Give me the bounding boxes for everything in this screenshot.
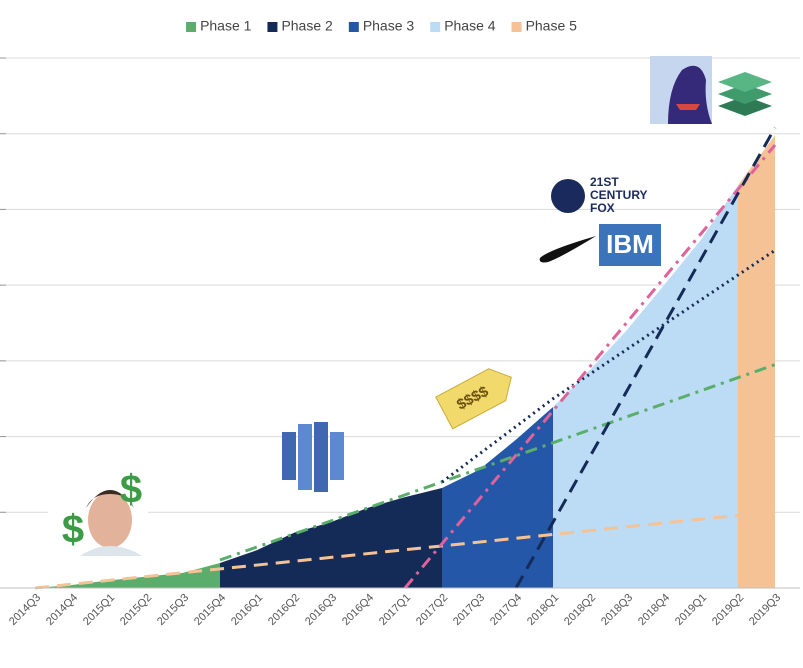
area bbox=[35, 563, 220, 588]
legend-swatch bbox=[267, 22, 278, 32]
legend: Phase 1 Phase 2 Phase 3 Phase 4 Phase 5 bbox=[186, 18, 577, 34]
legend-item: Phase 4 bbox=[430, 18, 496, 34]
legend-swatch bbox=[348, 22, 359, 32]
portrait-scarf bbox=[676, 104, 700, 110]
x-tick-label: 2019Q1 bbox=[673, 592, 709, 628]
price-tag: $$$$ bbox=[435, 368, 512, 430]
dollar-sign: $ bbox=[62, 508, 84, 552]
area bbox=[738, 135, 775, 588]
trend-line bbox=[34, 513, 739, 590]
x-tick-label: 2015Q4 bbox=[192, 592, 228, 628]
legend-item: Phase 1 bbox=[186, 18, 252, 34]
legend-label: Phase 2 bbox=[281, 18, 333, 34]
pictures: $ $ $$$$ 21ST CENTURY FOX IBM bbox=[48, 56, 772, 556]
legend-label: Phase 5 bbox=[526, 18, 578, 34]
person-hair bbox=[86, 490, 134, 508]
trend-line bbox=[441, 249, 776, 484]
area bbox=[442, 407, 553, 588]
fox-logo bbox=[551, 179, 585, 213]
legend-item: Phase 5 bbox=[511, 18, 578, 34]
x-tick-label: 2017Q4 bbox=[488, 592, 524, 628]
x-tick-label: 2015Q2 bbox=[118, 592, 154, 628]
x-tick-label: 2019Q3 bbox=[747, 592, 783, 628]
portrait bbox=[668, 65, 712, 124]
fox-text: FOX bbox=[590, 201, 615, 215]
fox-text: CENTURY bbox=[590, 188, 648, 202]
x-tick-label: 2016Q3 bbox=[303, 592, 339, 628]
x-tick-label: 2015Q3 bbox=[155, 592, 191, 628]
legend-swatch bbox=[511, 22, 522, 32]
x-tick-label: 2016Q1 bbox=[229, 592, 265, 628]
legend-label: Phase 4 bbox=[444, 18, 496, 34]
x-tick-label: 2014Q3 bbox=[7, 592, 43, 628]
x-tick-label: 2018Q2 bbox=[562, 592, 598, 628]
trend-line bbox=[403, 144, 777, 589]
trend-line bbox=[219, 363, 776, 562]
person-face bbox=[88, 492, 132, 548]
legend-swatch bbox=[186, 22, 197, 32]
database-icon bbox=[282, 422, 344, 492]
x-tick-label: 2017Q3 bbox=[451, 592, 487, 628]
swoosh-logo bbox=[539, 236, 596, 263]
fox-text: 21ST bbox=[590, 175, 619, 189]
legend-swatch bbox=[430, 22, 441, 32]
ibm-logo bbox=[599, 224, 661, 266]
legend-item: Phase 3 bbox=[348, 18, 415, 34]
x-tick-label: 2017Q1 bbox=[377, 592, 413, 628]
x-tick-label: 2018Q3 bbox=[599, 592, 635, 628]
legend-label: Phase 3 bbox=[363, 18, 415, 34]
x-tick-label: 2016Q2 bbox=[266, 592, 302, 628]
x-tick-label: 2017Q2 bbox=[414, 592, 450, 628]
trend-line bbox=[514, 126, 777, 589]
x-tick-label: 2018Q1 bbox=[525, 592, 561, 628]
person-shirt bbox=[80, 546, 142, 556]
legend-label: Phase 1 bbox=[200, 18, 252, 34]
ibm-text: IBM bbox=[606, 229, 654, 259]
area bbox=[220, 488, 442, 588]
x-tick-label: 2014Q4 bbox=[44, 592, 80, 628]
layers-icon bbox=[718, 72, 772, 116]
x-tick-label: 2016Q4 bbox=[340, 592, 376, 628]
legend-item: Phase 2 bbox=[267, 18, 333, 34]
x-tick-label: 2018Q4 bbox=[636, 592, 672, 628]
dollar-sign: $ bbox=[120, 468, 142, 512]
area bbox=[553, 185, 738, 588]
x-tick-label: 2015Q1 bbox=[81, 592, 117, 628]
x-tick-label: 2019Q2 bbox=[710, 592, 746, 628]
